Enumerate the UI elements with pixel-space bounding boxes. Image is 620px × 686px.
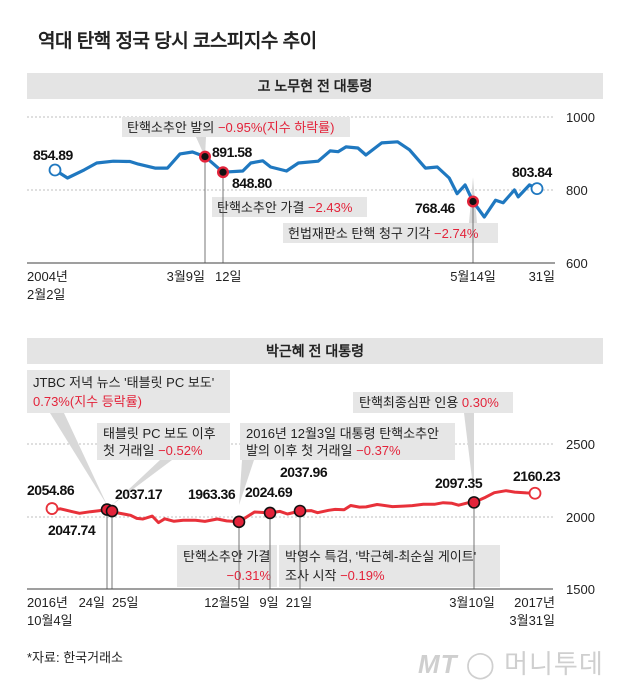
end-marker — [528, 486, 542, 500]
source-note: *자료: 한국거래소 — [27, 650, 124, 665]
x-tick: 2004년 — [27, 269, 68, 284]
y-tick: 600 — [566, 256, 588, 271]
event-marker-center — [201, 152, 209, 161]
annotation: 태블릿 PC 보도 이후 — [103, 426, 216, 441]
x-tick: 3월9일 — [167, 269, 205, 284]
x-tick: 10월4일 — [27, 613, 73, 628]
y-tick: 2500 — [566, 437, 595, 452]
annotation: 조사 시작 −0.19% — [285, 568, 385, 583]
annotation: 헌법재판소 탄핵 청구 기각 −2.74% — [288, 226, 479, 241]
annotation-box — [353, 392, 513, 413]
x-tick: 2월2일 — [27, 287, 65, 302]
event-marker — [293, 504, 307, 518]
annotation: 첫 거래일 −0.52% — [103, 443, 203, 458]
x-tick: 3월10일 — [449, 595, 495, 610]
value-label: 2037.17 — [115, 486, 163, 502]
x-tick: 12월5일 — [204, 595, 250, 610]
annotation-box — [240, 423, 455, 460]
y-tick: 1000 — [566, 110, 595, 125]
value-label: 768.46 — [415, 200, 456, 216]
series-line — [54, 140, 538, 219]
start-marker — [48, 163, 62, 177]
event-marker — [263, 506, 277, 520]
event-marker — [105, 504, 119, 518]
x-tick: 25일 — [112, 595, 138, 610]
pointer — [50, 413, 107, 505]
x-tick: 5월14일 — [450, 269, 496, 284]
event-marker-center — [219, 168, 227, 176]
annotation: 탄핵소추안 가결 — [183, 549, 270, 564]
annotation: 탄핵최종심판 인용 0.30% — [359, 395, 499, 410]
annotation-box — [177, 545, 277, 587]
page-title: 역대 탄핵 정국 당시 코스피지수 추이 — [38, 31, 317, 52]
x-tick: 12일 — [215, 269, 241, 284]
annotation: 2016년 12월3일 대통령 탄핵소추안 — [246, 426, 439, 441]
y-tick: 800 — [566, 183, 588, 198]
y-tick: 1500 — [566, 582, 595, 597]
pointer — [464, 413, 474, 495]
y-tick: 2000 — [566, 510, 595, 525]
annotation-change: −0.31% — [227, 568, 272, 583]
value-label: 1963.36 — [188, 486, 236, 502]
value-label: 2160.23 — [513, 468, 561, 484]
event-marker — [232, 515, 246, 529]
pointer — [239, 460, 254, 505]
chart1: 1000 800 600 탄핵소추안 발의 −0.95%(지수 하락률) 탄핵소… — [27, 110, 595, 302]
x-tick: 24일 — [79, 595, 105, 610]
annotation: 탄핵소추안 발의 −0.95%(지수 하락률) — [127, 120, 334, 135]
x-tick: 31일 — [529, 269, 555, 284]
event-marker-center — [469, 197, 477, 206]
value-label: 2024.69 — [245, 484, 293, 500]
x-tick: 9일 — [259, 595, 278, 610]
event-marker — [467, 496, 481, 509]
annotation-box — [97, 423, 230, 460]
x-tick: 21일 — [286, 595, 312, 610]
annotation-box — [122, 117, 350, 137]
value-label: 854.89 — [33, 147, 74, 163]
x-tick: 3월31일 — [509, 613, 555, 628]
annotation-box — [27, 370, 230, 413]
end-marker — [530, 182, 544, 195]
value-label: 2054.86 — [27, 482, 75, 498]
x-tick: 2017년 — [514, 595, 555, 610]
logo: MT ◯ 머니투데이 — [418, 649, 604, 679]
annotation: 발의 이후 첫 거래일 −0.37% — [246, 443, 401, 458]
value-label: 2097.35 — [435, 475, 483, 491]
annotation-box — [212, 197, 367, 217]
annotation-box — [279, 545, 500, 587]
annotation-change: 0.73%(지수 등락률) — [33, 394, 142, 409]
chart1-header: 고 노무현 전 대통령 — [27, 73, 603, 99]
chart2: 2500 2000 1500 JTBC 저녁 뉴스 '태블릿 PC 보도' 0.… — [27, 370, 595, 628]
x-tick: 2016년 — [27, 595, 68, 610]
value-label: 848.80 — [232, 175, 273, 191]
annotation: JTBC 저녁 뉴스 '태블릿 PC 보도' — [33, 375, 214, 390]
annotation: 탄핵소추안 가결 −2.43% — [217, 200, 353, 215]
value-label: 803.84 — [512, 164, 553, 180]
start-marker — [45, 502, 59, 515]
value-label: 2037.96 — [280, 464, 328, 480]
value-label: 2047.74 — [48, 522, 96, 538]
annotation-box — [283, 223, 498, 243]
chart2-header: 박근혜 전 대통령 — [27, 338, 603, 364]
annotation: 박영수 특검, '박근혜-최순실 게이트' — [285, 549, 476, 564]
pointer — [112, 460, 172, 505]
value-label: 891.58 — [212, 144, 253, 160]
